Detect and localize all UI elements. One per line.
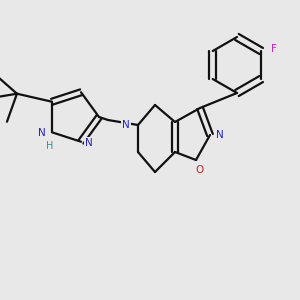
Text: N: N xyxy=(122,120,130,130)
Text: F: F xyxy=(271,44,277,54)
Text: N: N xyxy=(216,130,224,140)
Text: N: N xyxy=(38,128,46,138)
Text: N: N xyxy=(85,138,93,148)
Text: H: H xyxy=(46,141,54,151)
Text: O: O xyxy=(196,165,204,175)
